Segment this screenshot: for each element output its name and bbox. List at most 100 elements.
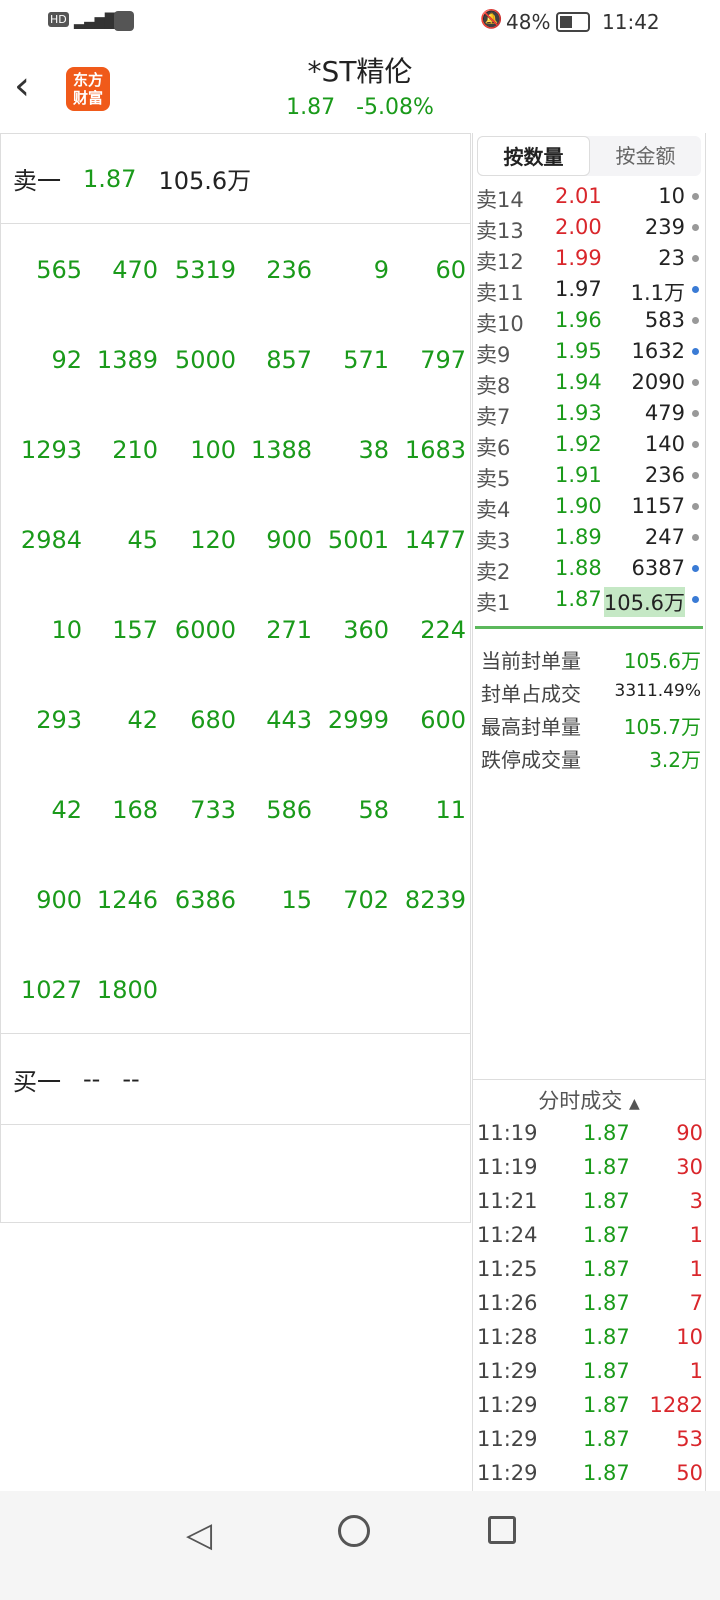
level-volume: 236 <box>644 463 685 487</box>
orderbook-row[interactable]: 卖11 1.97 1.1万 <box>473 274 705 305</box>
trade-time: 11:28 <box>477 1325 538 1349</box>
orderbook-row[interactable]: 卖5 1.91 236 <box>473 460 705 491</box>
stat-row: 封单占成交 3311.49% <box>481 678 701 707</box>
trade-row: 11:19 1.87 30 <box>473 1155 705 1189</box>
divider <box>475 626 703 629</box>
orderbook-panel: 按数量 按金额 卖14 2.01 10 卖13 2.00 239 卖12 1.9… <box>472 133 706 1491</box>
tab-by-amount[interactable]: 按金额 <box>615 144 676 168</box>
level-price: 2.00 <box>555 215 602 239</box>
queue-volume: 8239 <box>404 886 466 914</box>
level-label: 卖3 <box>476 529 511 553</box>
trade-volume: 3 <box>689 1189 703 1213</box>
queue-volume: 470 <box>112 256 158 284</box>
level-label: 卖5 <box>476 467 511 491</box>
stock-title: *ST精伦 <box>307 55 413 88</box>
level-price: 2.01 <box>555 184 602 208</box>
orderbook-row[interactable]: 卖6 1.92 140 <box>473 429 705 460</box>
queue-volume: 100 <box>190 436 236 464</box>
level-volume: 583 <box>644 308 685 332</box>
queue-volume: 15 <box>281 886 312 914</box>
level-label: 卖11 <box>476 281 524 305</box>
trades-title: 分时成交 <box>538 1089 623 1113</box>
queue-volume: 92 <box>51 346 82 374</box>
nav-home-icon[interactable] <box>338 1515 370 1547</box>
orderbook-row[interactable]: 卖12 1.99 23 <box>473 243 705 274</box>
trade-time: 11:25 <box>477 1257 538 1281</box>
trade-volume: 10 <box>676 1325 703 1349</box>
trade-row: 11:28 1.87 10 <box>473 1325 705 1359</box>
5g-signal-icon: ▂▃▅▇ <box>74 10 117 29</box>
orderbook-row[interactable]: 卖13 2.00 239 <box>473 212 705 243</box>
orderbook-row[interactable]: 卖3 1.89 247 <box>473 522 705 553</box>
app-logo[interactable]: 东方 财富 <box>66 67 110 111</box>
level-label: 卖6 <box>476 436 511 460</box>
queue-volume: 600 <box>420 706 466 734</box>
orderbook-row[interactable]: 卖2 1.88 6387 <box>473 553 705 584</box>
trade-row: 11:29 1.87 1 <box>473 1359 705 1393</box>
stock-quote: 1.87 -5.08% <box>0 95 720 120</box>
queue-volume: 857 <box>266 346 312 374</box>
level-volume: 239 <box>644 215 685 239</box>
level-volume: 479 <box>644 401 685 425</box>
trade-time: 11:29 <box>477 1359 538 1383</box>
status-dot-icon <box>692 348 699 355</box>
trade-price: 1.87 <box>583 1155 630 1179</box>
status-dot-icon <box>692 286 699 293</box>
level-price: 1.94 <box>555 370 602 394</box>
orderbook-row[interactable]: 卖4 1.90 1157 <box>473 491 705 522</box>
queue-volume: 360 <box>343 616 389 644</box>
trade-price: 1.87 <box>583 1291 630 1315</box>
trade-time: 11:29 <box>477 1393 538 1417</box>
stat-label: 最高封单量 <box>481 715 581 739</box>
back-button[interactable]: ‹ <box>14 63 30 109</box>
status-dot-icon <box>692 534 699 541</box>
hd-icon: HD <box>48 12 69 27</box>
trade-price: 1.87 <box>583 1325 630 1349</box>
buy1-price: -- <box>83 1065 101 1093</box>
queue-volume: 10 <box>51 616 82 644</box>
level-label: 卖8 <box>476 374 511 398</box>
queue-volume: 1389 <box>96 346 158 374</box>
nav-back-icon[interactable]: ◁ <box>186 1515 213 1555</box>
battery-percent: 48% <box>506 10 551 34</box>
trade-volume: 53 <box>676 1427 703 1451</box>
level-price: 1.99 <box>555 246 602 270</box>
queue-volume: 58 <box>358 796 389 824</box>
level-label: 卖7 <box>476 405 511 429</box>
queue-volume: 900 <box>266 526 312 554</box>
stat-label: 跌停成交量 <box>481 748 581 772</box>
trade-row: 11:19 1.87 90 <box>473 1121 705 1155</box>
status-dot-icon <box>692 255 699 262</box>
status-bar: HD ▂▃▅▇ 🔕 48% 11:42 <box>0 0 720 44</box>
trade-volume: 30 <box>676 1155 703 1179</box>
trade-price: 1.87 <box>583 1257 630 1281</box>
trade-price: 1.87 <box>583 1189 630 1213</box>
tab-by-volume[interactable]: 按数量 <box>477 136 590 176</box>
orderbook-row[interactable]: 卖10 1.96 583 <box>473 305 705 336</box>
queue-volume: 120 <box>190 526 236 554</box>
orderbook-row[interactable]: 卖8 1.94 2090 <box>473 367 705 398</box>
trade-row: 11:21 1.87 3 <box>473 1189 705 1223</box>
trade-time: 11:19 <box>477 1121 538 1145</box>
trades-header[interactable]: 分时成交 ▲ <box>473 1085 705 1115</box>
level-label: 卖14 <box>476 188 524 212</box>
level-volume: 2090 <box>631 370 685 394</box>
orderbook-row[interactable]: 卖7 1.93 479 <box>473 398 705 429</box>
status-dot-icon <box>692 503 699 510</box>
trade-price: 1.87 <box>583 1223 630 1247</box>
stat-row: 跌停成交量 3.2万 <box>481 744 701 773</box>
level-volume: 1.1万 <box>630 281 685 305</box>
queue-volume: 797 <box>420 346 466 374</box>
orderbook-row[interactable]: 卖14 2.01 10 <box>473 181 705 212</box>
queue-volume: 45 <box>127 526 158 554</box>
orderbook-row[interactable]: 卖9 1.95 1632 <box>473 336 705 367</box>
trade-price: 1.87 <box>583 1427 630 1451</box>
stat-label: 封单占成交 <box>481 682 581 706</box>
status-dot-icon <box>692 379 699 386</box>
stat-value: 105.6万 <box>623 649 701 673</box>
nav-recents-icon[interactable] <box>488 1516 516 1544</box>
status-dot-icon <box>692 410 699 417</box>
orderbook-row[interactable]: 卖1 1.87 105.6万 <box>473 584 705 617</box>
trade-time: 11:19 <box>477 1155 538 1179</box>
queue-volume: 565 <box>36 256 82 284</box>
